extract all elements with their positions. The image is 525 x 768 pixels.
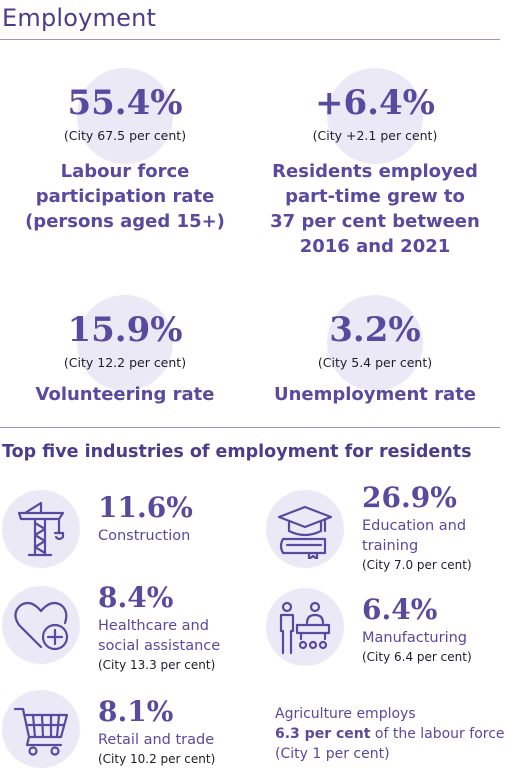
industry-name: Education and training (362, 516, 472, 556)
stat-city-comparison: (City +2.1 per cent) (250, 128, 500, 143)
page-title: Employment (2, 4, 156, 32)
stat-city-comparison: (City 5.4 per cent) (250, 355, 500, 370)
industry-city-comparison: (City 6.4 per cent) (362, 650, 525, 664)
stat-value: 3.2% (250, 311, 500, 349)
factory-workers-icon (275, 597, 335, 657)
shopping-cart-icon (11, 699, 71, 759)
industry-retail: 8.1% Retail and trade (City 10.2 per cen… (2, 690, 252, 768)
icon-circle (266, 490, 344, 568)
industry-manufacturing: 6.4% Manufacturing (City 6.4 per cent) (266, 588, 516, 678)
industry-city-comparison: (City 10.2 per cent) (98, 752, 268, 766)
crane-icon (11, 499, 71, 559)
stat-city-comparison: (City 67.5 per cent) (0, 128, 250, 143)
industry-construction: 11.6% Construction (2, 490, 252, 570)
stat-value: 55.4% (0, 84, 250, 122)
icon-circle (266, 588, 344, 666)
stat-city-comparison: (City 12.2 per cent) (0, 355, 250, 370)
stat-label: Labour force participation rate (persons… (25, 159, 225, 234)
industry-city-comparison: (City 7.0 per cent) (362, 558, 525, 572)
title-divider (0, 39, 500, 40)
stat-label: Residents employed part-time grew to 37 … (270, 159, 480, 259)
industry-value: 8.4% (98, 582, 268, 614)
industry-name: Construction (98, 526, 268, 546)
stat-value: 15.9% (0, 311, 250, 349)
graduation-cap-icon (275, 499, 335, 559)
industries-heading: Top five industries of employment for re… (2, 442, 472, 462)
agriculture-prefix: Agriculture employs (275, 706, 416, 722)
stat-label: Unemployment rate (250, 382, 500, 407)
industry-value: 11.6% (98, 492, 268, 524)
agriculture-note: Agriculture employs 6.3 per cent of the … (275, 704, 515, 764)
icon-circle (2, 490, 80, 568)
industry-value: 26.9% (362, 482, 525, 514)
industry-value: 6.4% (362, 594, 525, 626)
industry-name: Manufacturing (362, 628, 525, 648)
section-divider (0, 427, 500, 428)
stat-part-time: +6.4% (City +2.1 per cent) Residents emp… (250, 84, 500, 259)
stat-label: Volunteering rate (0, 382, 250, 407)
industry-value: 8.1% (98, 696, 268, 728)
stat-participation: 55.4% (City 67.5 per cent) Labour force … (0, 84, 250, 234)
stat-volunteering: 15.9% (City 12.2 per cent) Volunteering … (0, 311, 250, 407)
agriculture-highlight: 6.3 per cent (275, 726, 370, 742)
icon-circle (2, 690, 80, 768)
industry-name: Retail and trade (98, 730, 268, 750)
stat-unemployment: 3.2% (City 5.4 per cent) Unemployment ra… (250, 311, 500, 407)
icon-circle (2, 586, 80, 664)
industry-healthcare: 8.4% Healthcare and social assistance (C… (2, 586, 252, 676)
stat-value: +6.4% (250, 84, 500, 122)
industry-city-comparison: (City 13.3 per cent) (98, 658, 268, 672)
industry-education: 26.9% Education and training (City 7.0 p… (266, 490, 516, 580)
heart-plus-icon (11, 595, 71, 655)
industry-name: Healthcare and social assistance (98, 616, 248, 656)
